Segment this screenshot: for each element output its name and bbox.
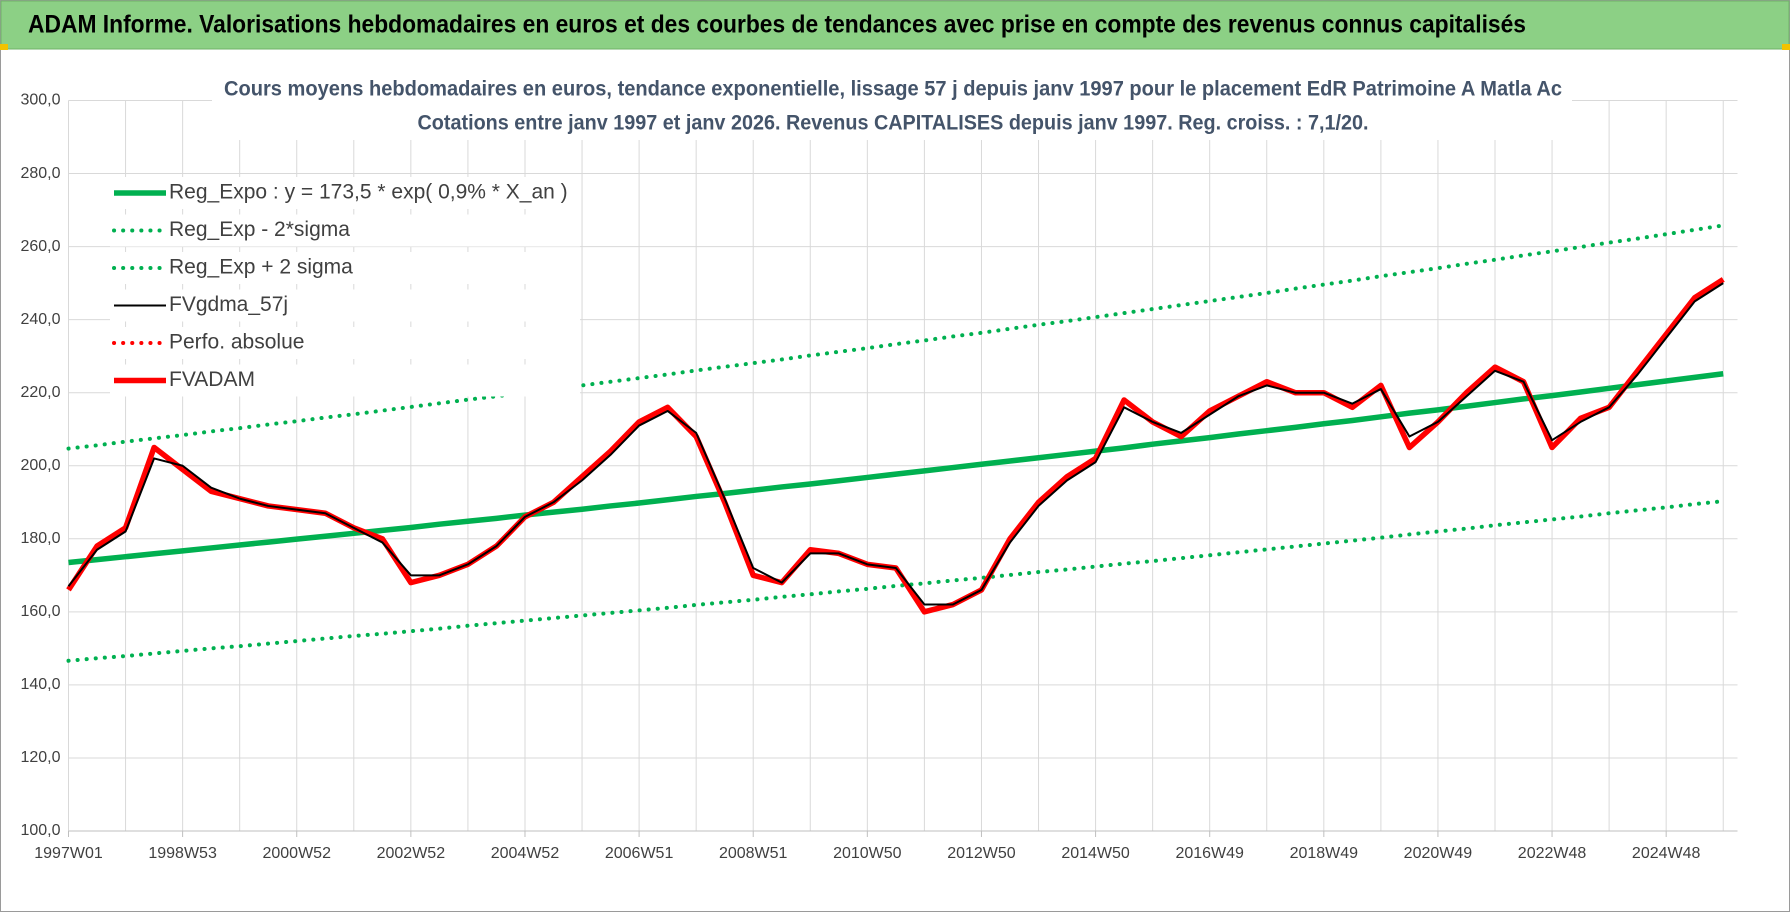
x-tick-label: 2018W49 [1290, 845, 1359, 862]
legend-label: Reg_Exp - 2*sigma [169, 218, 350, 241]
corner-mark [1782, 44, 1790, 50]
legend-label: FVADAM [169, 368, 255, 391]
header-title: ADAM Informe. Valorisations hebdomadaire… [28, 11, 1526, 39]
legend-label: Reg_Exp + 2 sigma [169, 256, 353, 279]
legend-backdrop [110, 327, 580, 359]
series-line [66, 223, 1726, 451]
y-tick-label: 160,0 [20, 603, 60, 620]
x-tick-label: 2022W48 [1518, 845, 1587, 862]
y-tick-label: 240,0 [20, 311, 60, 328]
x-tick-label: 2016W49 [1175, 845, 1244, 862]
y-tick-label: 260,0 [20, 238, 60, 255]
y-tick-label: 200,0 [20, 457, 60, 474]
corner-mark [0, 44, 8, 50]
x-tick-label: 2004W52 [491, 845, 560, 862]
y-tick-label: 280,0 [20, 165, 60, 182]
x-tick-label: 2008W51 [719, 845, 788, 862]
legend-backdrop [110, 252, 580, 284]
x-tick-label: 2000W52 [262, 845, 331, 862]
legend-label: FVgdma_57j [169, 293, 288, 316]
series-line [67, 282, 1724, 606]
y-tick-label: 220,0 [20, 384, 60, 401]
x-tick-label: 2006W51 [605, 845, 674, 862]
y-tick-label: 100,0 [20, 822, 60, 839]
y-tick-label: 140,0 [20, 676, 60, 693]
x-tick-label: 2002W52 [377, 845, 446, 862]
x-tick-label: 1998W53 [148, 845, 217, 862]
y-tick-label: 180,0 [20, 530, 60, 547]
header-bar [0, 0, 1790, 50]
x-tick-label: 2012W50 [947, 845, 1016, 862]
x-tick-label: 2020W49 [1404, 845, 1473, 862]
x-tick-label: 2010W50 [833, 845, 902, 862]
x-tick-label: 2024W48 [1632, 845, 1701, 862]
legend-label: Reg_Expo : y = 173,5 * exp( 0,9% * X_an … [169, 181, 568, 204]
title-backdrop [212, 82, 1572, 140]
x-tick-label: 2014W50 [1061, 845, 1130, 862]
legend-backdrop [110, 289, 580, 322]
chart-subtitle: Cotations entre janv 1997 et janv 2026. … [418, 112, 1369, 135]
y-tick-label: 120,0 [20, 749, 60, 766]
x-tick-label: 1997W01 [34, 845, 103, 862]
legend-backdrop [110, 177, 580, 209]
series-line [66, 499, 1726, 663]
plot-area: 100,0 120,0 140,0 160,0 180,0 200,0 220,0 240,0… [20, 92, 1738, 862]
legend-label: Perfo. absolue [169, 331, 304, 354]
chart-title: Cours moyens hebdomadaires en euros, ten… [224, 78, 1562, 101]
legend-backdrop [110, 214, 580, 247]
y-tick-label: 300,0 [20, 92, 60, 109]
legend-backdrop [110, 364, 580, 397]
